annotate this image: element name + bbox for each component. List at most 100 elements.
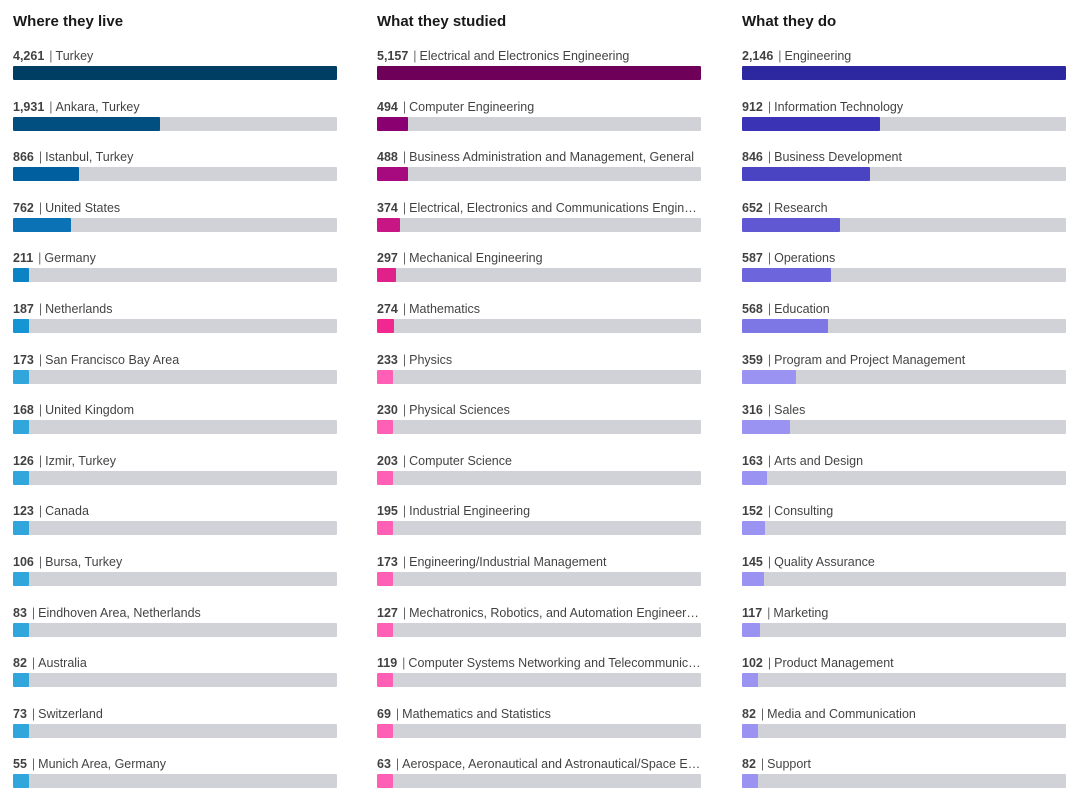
bar-label: 82 | Australia — [13, 655, 337, 671]
bar-fill — [377, 319, 394, 333]
bar-count: 82 — [13, 656, 27, 671]
bar-row[interactable]: 126 | Izmir, Turkey — [13, 453, 337, 493]
bar-count: 374 — [377, 200, 398, 215]
bar-row[interactable]: 119 | Computer Systems Networking and Tele… — [377, 655, 701, 695]
bar-row[interactable]: 63 | Aerospace, Aeronautical and Astronaut… — [377, 756, 701, 796]
bar-row[interactable]: 5,157 | Electrical and Electronics Enginee… — [377, 48, 701, 88]
column-title: What they do — [742, 13, 837, 30]
bar-track — [13, 622, 337, 637]
bar-row[interactable]: 163 | Arts and Design — [742, 453, 1066, 493]
bar-label: 5,157 | Electrical and Electronics Enginee… — [377, 48, 701, 64]
bar-track — [377, 217, 701, 232]
bar-label: 211 | Germany — [13, 250, 337, 266]
label-separator: | — [402, 453, 407, 468]
bar-row[interactable]: 127 | Mechatronics, Robotics, and Automati… — [377, 605, 701, 645]
bar-row[interactable]: 494 | Computer Engineering — [377, 99, 701, 139]
bar-row[interactable]: 866 | Istanbul, Turkey — [13, 149, 337, 189]
bar-row[interactable]: 168 | United Kingdom — [13, 402, 337, 442]
bar-row[interactable]: 73 | Switzerland — [13, 706, 337, 746]
bar-category-name: Ankara, Turkey — [55, 99, 140, 114]
bar-row[interactable]: 152 | Consulting — [742, 503, 1066, 543]
bar-fill — [13, 268, 29, 283]
label-separator: | — [395, 757, 400, 772]
bar-row[interactable]: 123 | Canada — [13, 503, 337, 543]
bar-row[interactable]: 846 | Business Development — [742, 149, 1066, 189]
bar-row[interactable]: 82 | Support — [742, 756, 1066, 796]
bar-category-name: Engineering — [784, 49, 852, 63]
bar-category-name: Business Development — [774, 150, 902, 165]
bar-label: 359 | Program and Project Management — [742, 352, 1066, 368]
bar-category-name: Research — [774, 200, 828, 215]
bar-category-name: Computer Systems Networking and Telecomm… — [408, 656, 701, 671]
bar-row[interactable]: 203 | Computer Science — [377, 453, 701, 493]
bar-label: 203 | Computer Science — [377, 453, 701, 469]
bar-row[interactable]: 587 | Operations — [742, 250, 1066, 290]
bar-track — [13, 774, 337, 789]
bar-row[interactable]: 233 | Physics — [377, 352, 701, 392]
bar-category-name: Switzerland — [38, 706, 103, 721]
label-separator: | — [402, 656, 406, 671]
bar-row[interactable]: 297 | Mechanical Engineering — [377, 250, 701, 290]
bar-row[interactable]: 83 | Eindhoven Area, Netherlands — [13, 605, 337, 645]
bar-count: 63 — [377, 757, 391, 772]
bar-fill — [13, 572, 29, 586]
bar-track — [742, 319, 1066, 333]
bar-count: 152 — [742, 504, 763, 519]
bar-fill — [377, 420, 393, 435]
bar-row[interactable]: 912 | Information Technology — [742, 99, 1066, 139]
bar-row[interactable]: 82 | Media and Communication — [742, 706, 1066, 746]
bar-row[interactable]: 374 | Electrical, Electronics and Communic… — [377, 200, 701, 240]
bar-fill — [377, 470, 393, 485]
bar-row[interactable]: 55 | Munich Area, Germany — [13, 756, 337, 796]
bar-row[interactable]: 145 | Quality Assurance — [742, 554, 1066, 594]
bar-row[interactable]: 488 | Business Administration and Manageme… — [377, 149, 701, 189]
bar-label: 652 | Research — [742, 200, 1066, 216]
column-title: Where they live — [13, 13, 124, 30]
bar-count: 55 — [13, 757, 27, 772]
label-separator: | — [402, 150, 407, 165]
bar-row[interactable]: 568 | Education — [742, 301, 1066, 341]
bar-row[interactable]: 2,146 | Engineering — [742, 48, 1066, 88]
bar-row[interactable]: 316 | Sales — [742, 402, 1066, 442]
bar-label: 587 | Operations — [742, 250, 1066, 266]
label-separator: | — [49, 49, 53, 63]
bar-category-name: Media and Communication — [767, 706, 916, 721]
bar-row[interactable]: 359 | Program and Project Management — [742, 352, 1066, 392]
bar-track — [13, 521, 337, 536]
bar-row[interactable]: 211 | Germany — [13, 250, 337, 290]
bar-category-name: San Francisco Bay Area — [45, 352, 180, 367]
bar-label: 173 | San Francisco Bay Area — [13, 352, 337, 368]
bar-category-name: Aerospace, Aeronautical and Astronautica… — [402, 757, 701, 772]
bar-row[interactable]: 1,931 | Ankara, Turkey — [13, 99, 337, 139]
bar-track — [742, 521, 1066, 536]
bar-row[interactable]: 762 | United States — [13, 200, 337, 240]
bar-row[interactable]: 652 | Research — [742, 200, 1066, 240]
bar-row[interactable]: 4,261 | Turkey — [13, 48, 337, 88]
bar-category-name: Izmir, Turkey — [45, 453, 116, 468]
bar-fill — [377, 268, 396, 283]
bar-row[interactable]: 274 | Mathematics — [377, 301, 701, 341]
bar-row[interactable]: 173 | Engineering/Industrial Management — [377, 554, 701, 594]
bar-track — [377, 622, 701, 637]
bar-row[interactable]: 106 | Bursa, Turkey — [13, 554, 337, 594]
bar-count: 82 — [742, 706, 756, 721]
bar-row[interactable]: 173 | San Francisco Bay Area — [13, 352, 337, 392]
bar-row[interactable]: 230 | Physical Sciences — [377, 402, 701, 442]
bar-track — [742, 622, 1066, 637]
bar-track — [742, 369, 1066, 384]
bar-fill — [13, 420, 29, 435]
bar-category-name: Product Management — [774, 656, 894, 671]
bar-category-name: Industrial Engineering — [409, 504, 531, 519]
bar-row[interactable]: 195 | Industrial Engineering — [377, 503, 701, 543]
bar-row[interactable]: 69 | Mathematics and Statistics — [377, 706, 701, 746]
bar-row[interactable]: 82 | Australia — [13, 655, 337, 695]
label-separator: | — [778, 49, 782, 63]
bar-count: 69 — [377, 706, 391, 721]
bar-row[interactable]: 117 | Marketing — [742, 605, 1066, 645]
bar-count: 127 — [377, 605, 398, 620]
bar-count: 123 — [13, 504, 34, 519]
bar-row[interactable]: 187 | Netherlands — [13, 301, 337, 341]
bar-row[interactable]: 102 | Product Management — [742, 655, 1066, 695]
label-separator: | — [767, 403, 772, 418]
bar-label: 55 | Munich Area, Germany — [13, 756, 337, 772]
